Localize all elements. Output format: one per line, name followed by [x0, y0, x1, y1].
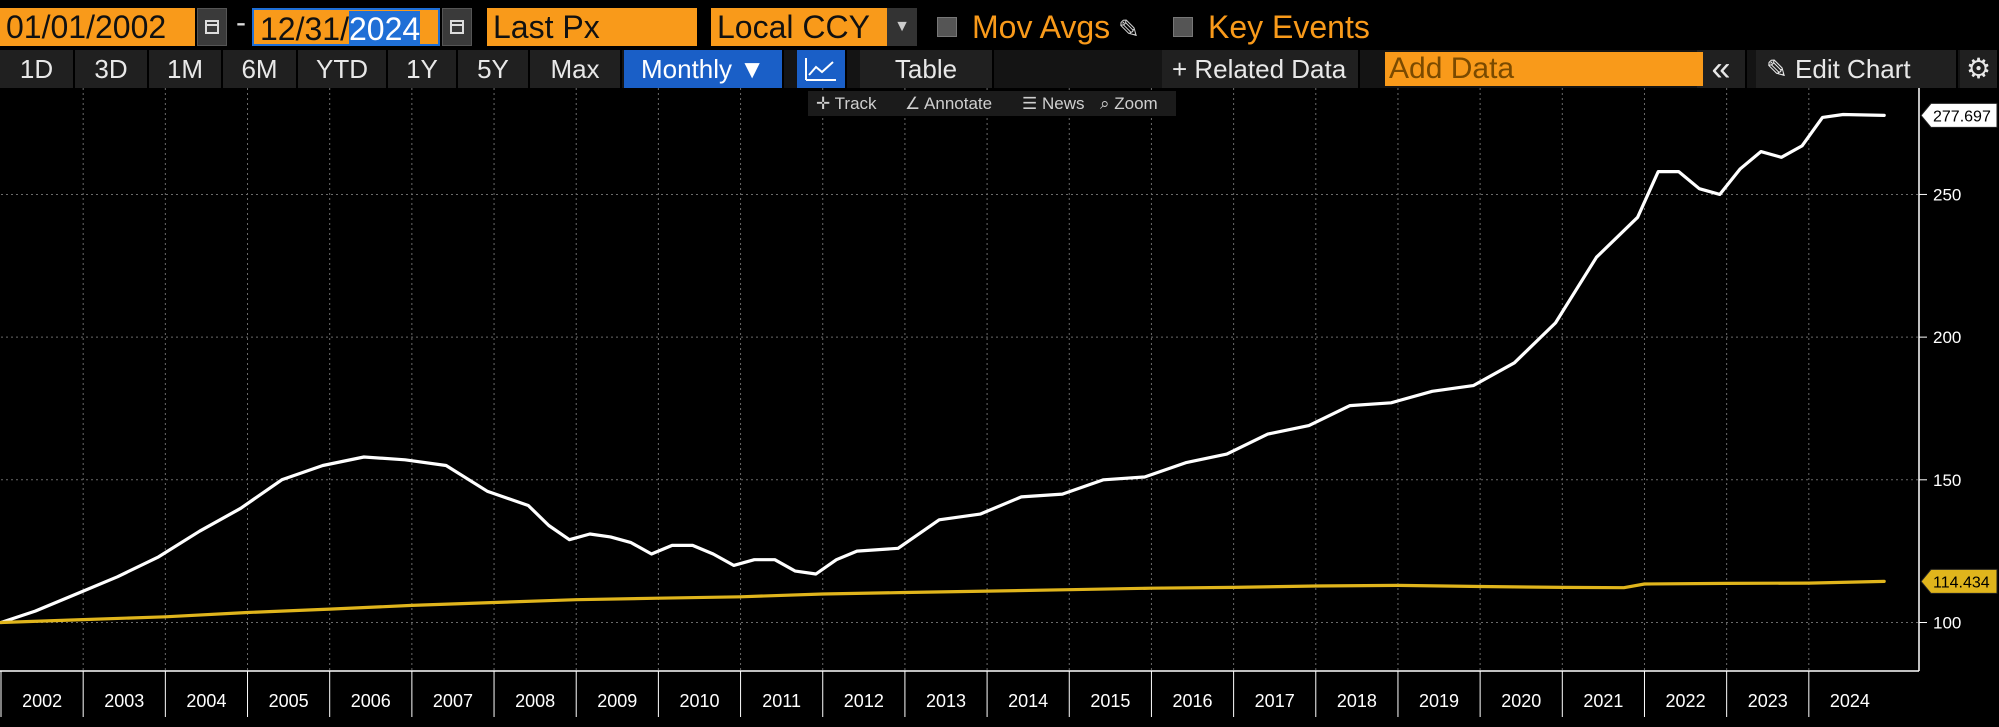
range-ytd-button[interactable]: YTD [298, 50, 388, 88]
last-value-text: 114.434 [1933, 574, 1990, 591]
series-line-yellow [0, 579, 1886, 625]
mov-avgs-label[interactable]: Mov Avgs [972, 9, 1111, 45]
date-separator: - [236, 6, 246, 39]
zoom-tool[interactable]: ⌕ Zoom [1100, 94, 1158, 113]
x-axis-label: 2017 [1255, 691, 1295, 711]
x-axis-label: 2004 [186, 691, 226, 711]
range-1y-button[interactable]: 1Y [388, 50, 458, 88]
x-axis-label: 2009 [597, 691, 637, 711]
x-axis-label: 2024 [1830, 691, 1870, 711]
range-5y-button[interactable]: 5Y [458, 50, 530, 88]
end-calendar-icon[interactable] [442, 8, 472, 46]
end-date-prefix: 12/31/ [260, 11, 349, 46]
y-axis-label: 150 [1933, 471, 1961, 490]
range-1d-button[interactable]: 1D [0, 50, 75, 88]
x-axis-label: 2019 [1419, 691, 1459, 711]
x-axis-label: 2002 [22, 691, 62, 711]
edit-pencil-icon: ✎ [1766, 54, 1796, 84]
annotate-tool[interactable]: ∠ Annotate [905, 94, 993, 113]
top-toolbar: 01/01/2002 - 12/31/2024 Last Px Local CC… [0, 0, 1999, 50]
chart-axes: 2002 2003 2004 2005 2006 2007 2008 2009 2010 2011… [0, 88, 1998, 717]
currency-dropdown-icon[interactable]: ▼ [887, 8, 917, 46]
y-axis-label: 200 [1933, 328, 1961, 347]
last-value-tag-yellow: 114.434 [1920, 568, 1998, 594]
x-axis-label: 2003 [104, 691, 144, 711]
range-6m-button[interactable]: 6M [223, 50, 298, 88]
currency-select[interactable]: Local CCY [711, 8, 897, 46]
x-axis-label: 2023 [1748, 691, 1788, 711]
last-value-text: 277.697 [1933, 108, 1991, 125]
x-axis-label: 2008 [515, 691, 555, 711]
x-axis-label: 2022 [1666, 691, 1706, 711]
edit-chart-label: Edit Chart [1795, 54, 1911, 84]
line-chart-icon[interactable] [797, 50, 847, 88]
chart-series [0, 112, 1886, 625]
chart-tool-strip: ✛ Track ∠ Annotate ☰ News ⌕ Zoom [808, 91, 1176, 116]
end-date-input[interactable]: 12/31/2024 [252, 8, 440, 46]
series-line-white [0, 112, 1886, 625]
settings-gear-icon[interactable]: ⚙ [1960, 50, 1999, 88]
x-axis-label: 2005 [269, 691, 309, 711]
range-1m-button[interactable]: 1M [149, 50, 223, 88]
pencil-icon[interactable]: ✎ [1118, 14, 1140, 44]
add-data-input[interactable]: Add Data [1385, 52, 1703, 86]
x-axis-label: 2010 [679, 691, 719, 711]
x-axis-label: 2014 [1008, 691, 1048, 711]
x-axis-label: 2011 [762, 691, 801, 711]
x-axis-label: 2006 [351, 691, 391, 711]
collapse-icon[interactable]: « [1697, 50, 1747, 88]
x-axis-label: 2021 [1583, 691, 1623, 711]
x-axis-label: 2015 [1090, 691, 1130, 711]
chart-grid [1, 88, 1919, 671]
y-axis-label: 250 [1933, 185, 1961, 204]
start-calendar-icon[interactable] [197, 8, 227, 46]
price-chart[interactable]: 2002 2003 2004 2005 2006 2007 2008 2009 2010 2011… [0, 88, 1999, 727]
x-axis-label: 2007 [433, 691, 473, 711]
range-3d-button[interactable]: 3D [75, 50, 149, 88]
period-dropdown[interactable]: Monthly ▼ [624, 50, 784, 88]
news-tool[interactable]: ☰ News [1022, 94, 1085, 113]
end-date-selected-text: 2024 [348, 11, 421, 46]
edit-chart-button[interactable]: ✎ Edit Chart [1756, 50, 1958, 88]
x-axis-label: 2018 [1337, 691, 1377, 711]
related-data-button[interactable]: + Related Data [1162, 50, 1360, 88]
start-date-input[interactable]: 01/01/2002 [0, 8, 195, 46]
table-button[interactable]: Table [860, 50, 994, 88]
x-axis-label: 2012 [844, 691, 884, 711]
price-field-input[interactable]: Last Px [487, 8, 697, 46]
x-axis-label: 2020 [1501, 691, 1541, 711]
y-axis-label: 100 [1933, 613, 1961, 632]
mov-avgs-checkbox[interactable] [937, 17, 957, 37]
key-events-checkbox[interactable] [1173, 17, 1193, 37]
last-value-tag-white: 277.697 [1920, 102, 1998, 128]
track-tool[interactable]: ✛ Track [816, 94, 877, 113]
key-events-label[interactable]: Key Events [1208, 9, 1370, 45]
x-axis-label: 2016 [1172, 691, 1212, 711]
range-max-button[interactable]: Max [530, 50, 622, 88]
x-axis-label: 2013 [926, 691, 966, 711]
